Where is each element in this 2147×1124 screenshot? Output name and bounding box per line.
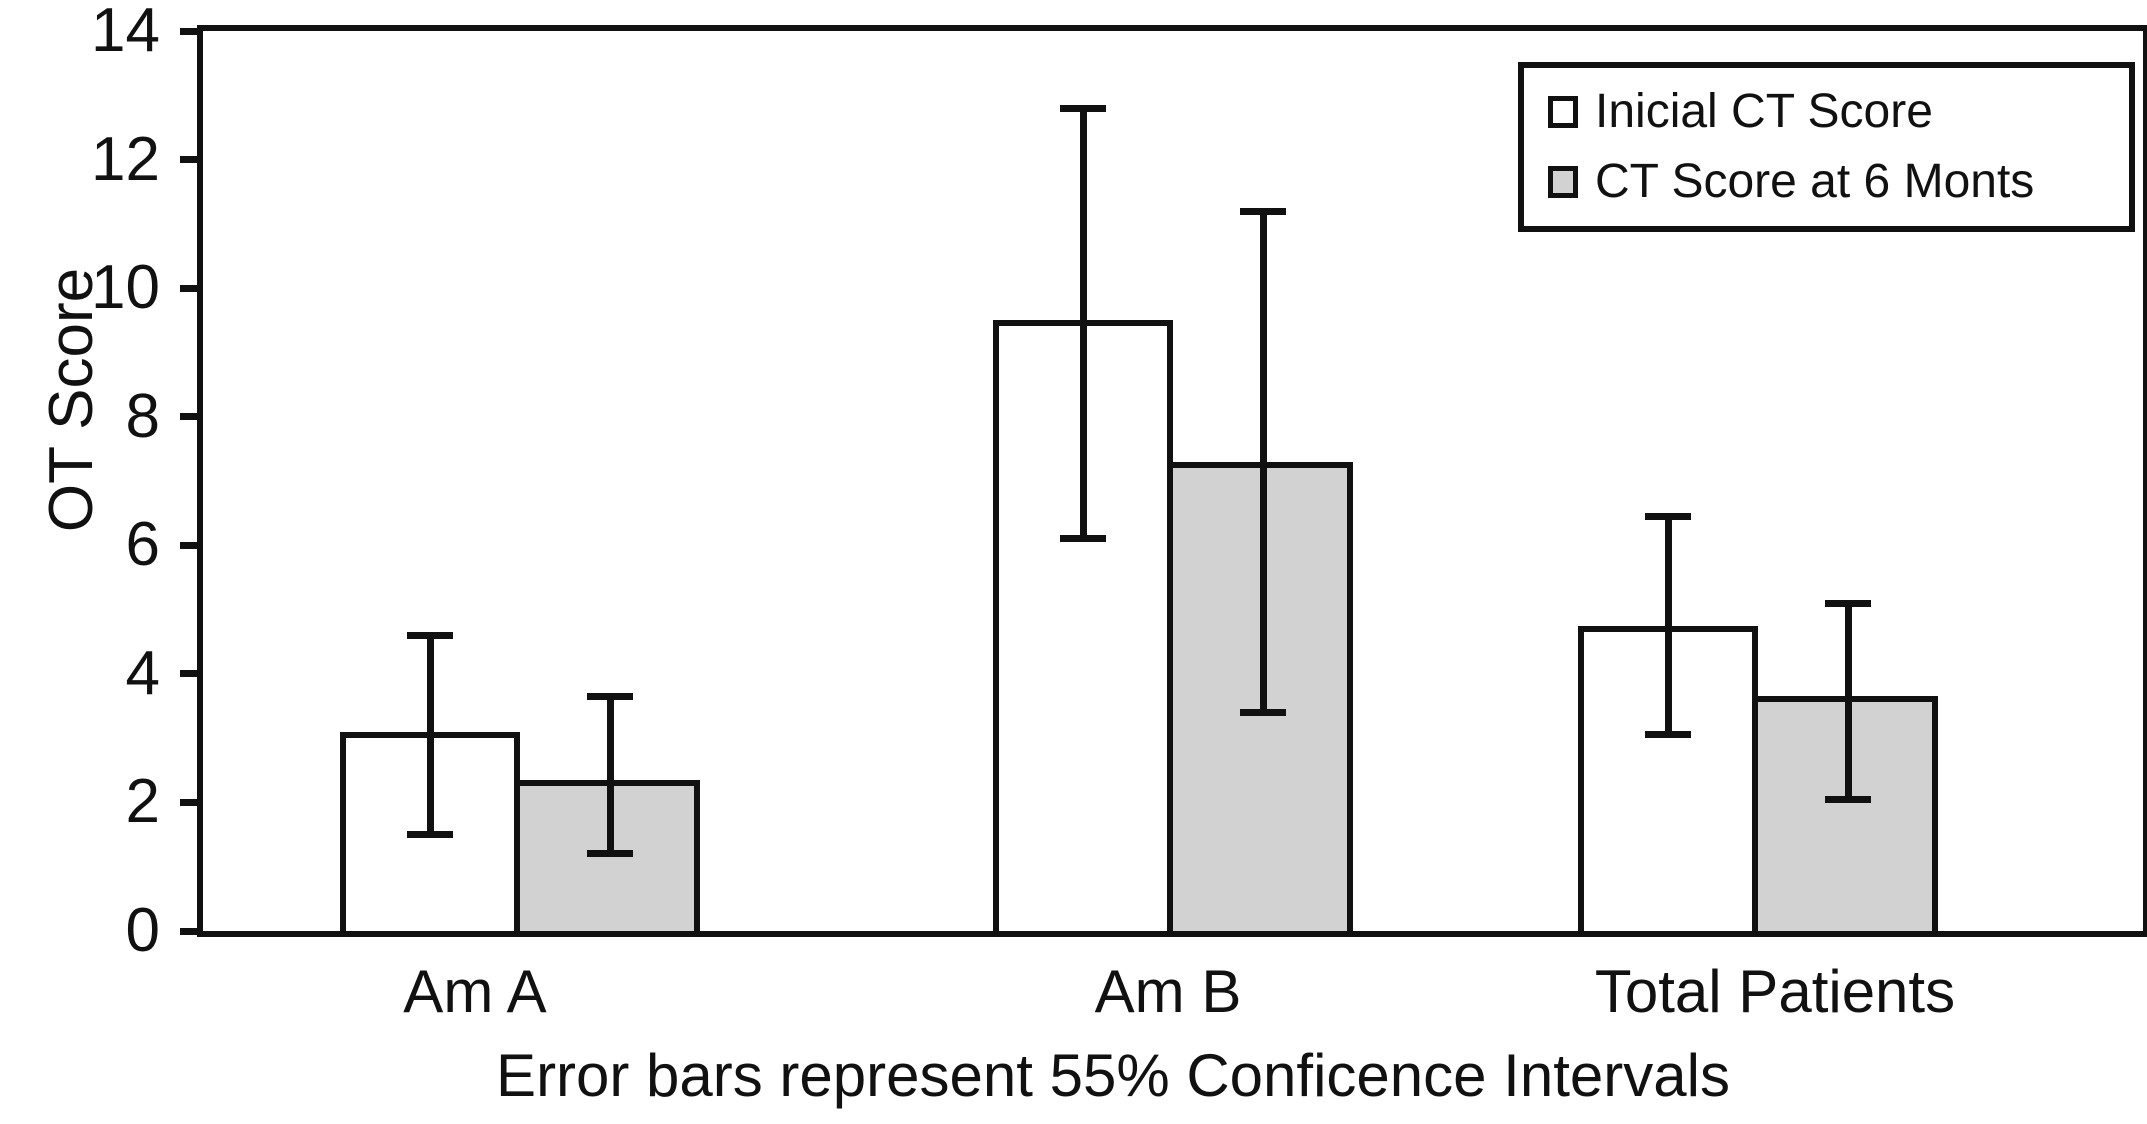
error-bar-cap (587, 692, 633, 700)
y-axis-tick (180, 927, 197, 935)
error-bar-cap (407, 631, 453, 639)
y-axis-tick-label: 0 (125, 896, 160, 965)
y-axis-tick-label: 4 (125, 638, 160, 708)
y-axis-tick (180, 798, 197, 806)
y-axis-tick (180, 156, 197, 164)
error-bar-whisker (1844, 603, 1852, 800)
legend-label-initial: Inicial CT Score (1595, 85, 1933, 138)
error-bar-cap (1240, 708, 1286, 716)
legend-item-initial-ct-score: Inicial CT Score (1548, 84, 2129, 140)
plot-area: Inicial CT Score CT Score at 6 Monts (180, 25, 2147, 937)
error-bar-cap (1240, 207, 1286, 215)
legend-swatch-initial-icon (1548, 96, 1578, 128)
error-bar-whisker (1664, 516, 1672, 735)
y-axis-tick (180, 27, 197, 35)
error-bar-cap (1645, 512, 1691, 520)
legend-item-ct-score-6-months: CT Score at 6 Monts (1548, 154, 2129, 210)
y-axis-tick-label: 14 (91, 0, 160, 65)
y-axis-tick-label: 10 (91, 253, 160, 323)
error-bar-whisker (426, 635, 434, 835)
x-axis-label-total-patients: Total Patients (1594, 958, 1956, 1025)
error-bar-whisker (1079, 108, 1087, 539)
caption: Error bars represent 55% Conficence Inte… (496, 1042, 1730, 1109)
x-axis-label-am-a: Am A (403, 958, 547, 1025)
y-axis-tick-label: 8 (125, 381, 160, 451)
y-axis-tick-label: 6 (125, 510, 160, 580)
error-bar-cap (1060, 535, 1106, 543)
y-axis-tick-label: 2 (125, 767, 160, 837)
error-bar-cap (1060, 104, 1106, 112)
legend-label-6months: CT Score at 6 Monts (1595, 155, 2035, 208)
x-axis-label-am-b: Am B (1094, 958, 1242, 1025)
y-axis-tick (180, 670, 197, 678)
error-bar-cap (1825, 795, 1871, 803)
legend: Inicial CT Score CT Score at 6 Monts (1518, 62, 2135, 232)
error-bar-cap (587, 850, 633, 858)
y-axis-tick (180, 413, 197, 421)
error-bar-cap (1645, 731, 1691, 739)
error-bar-cap (1825, 599, 1871, 607)
error-bar-cap (407, 831, 453, 839)
error-bar-whisker (1259, 211, 1267, 713)
y-axis-tick-label: 12 (91, 124, 160, 194)
y-axis-tick (180, 284, 197, 292)
y-axis-tick (180, 541, 197, 549)
legend-swatch-6months-icon (1548, 166, 1578, 198)
error-bar-whisker (606, 696, 614, 854)
